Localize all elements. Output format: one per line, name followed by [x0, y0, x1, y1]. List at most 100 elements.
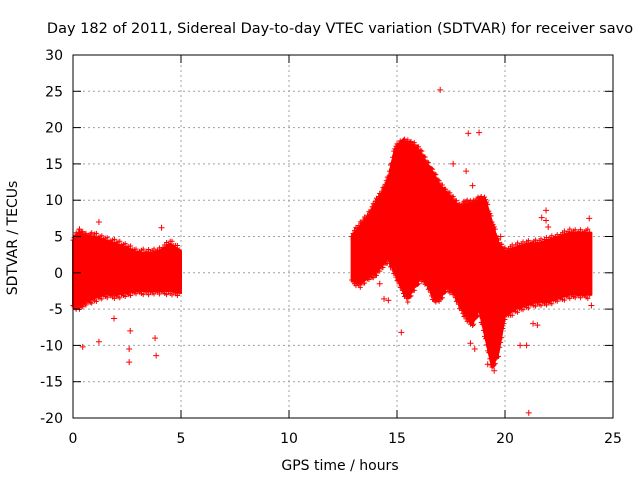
data-point-outlier: [484, 361, 491, 368]
data-point: [459, 307, 465, 313]
data-point-outlier: [153, 352, 160, 359]
data-point: [453, 298, 459, 304]
data-point-outlier: [538, 214, 545, 221]
data-point: [398, 284, 404, 290]
data-point-outlier: [517, 342, 524, 349]
data-point: [369, 274, 375, 280]
data-point: [164, 292, 170, 298]
data-point: [83, 230, 89, 236]
data-point: [392, 146, 398, 152]
x-axis-label: GPS time / hours: [281, 458, 398, 474]
data-point: [389, 160, 395, 166]
data-point: [442, 289, 448, 295]
data-point: [421, 154, 427, 160]
data-point: [390, 267, 396, 273]
data-point: [360, 217, 366, 223]
data-point: [490, 221, 496, 227]
data-point-outlier: [158, 224, 165, 231]
data-point: [488, 213, 494, 219]
data-point: [422, 154, 428, 160]
data-point: [426, 286, 432, 292]
data-point: [380, 184, 386, 190]
data-point: [80, 304, 86, 310]
y-tick-label: -5: [49, 302, 63, 318]
data-point-outlier: [79, 343, 86, 350]
data-point: [465, 316, 471, 322]
data-point: [572, 227, 578, 233]
data-point: [498, 339, 504, 345]
data-point: [538, 236, 544, 242]
data-point: [462, 201, 468, 207]
data-point: [554, 298, 560, 304]
data-point: [578, 295, 584, 301]
data-point: [388, 264, 394, 270]
data-point-outlier: [95, 218, 102, 225]
data-point-outlier: [111, 315, 118, 322]
data-point: [492, 361, 498, 367]
data-point: [117, 295, 123, 301]
data-point: [379, 188, 385, 194]
data-point: [79, 303, 85, 309]
data-point: [394, 278, 400, 284]
data-point: [451, 291, 457, 297]
data-point-outlier: [437, 86, 444, 93]
data-point: [357, 284, 363, 290]
y-tick-label: -15: [40, 375, 63, 391]
data-point: [169, 292, 175, 298]
data-point: [525, 305, 531, 311]
data-point-outlier: [465, 130, 472, 137]
data-point: [549, 233, 555, 239]
data-point: [89, 230, 95, 236]
axis-ticks: -20 -15 -10 -5 0 5 10 15 20 25 30 0 5 10 15 20 25: [40, 48, 622, 447]
data-point: [479, 321, 485, 327]
data-point-outlier: [463, 168, 470, 175]
grid: [73, 55, 613, 418]
data-point: [578, 227, 584, 233]
data-point: [436, 178, 442, 184]
data-point: [389, 263, 395, 269]
data-point: [525, 238, 531, 244]
y-tick-label: 25: [45, 84, 63, 100]
data-point: [481, 333, 487, 339]
data-point: [385, 174, 391, 180]
data-point: [497, 344, 503, 350]
data-point: [501, 246, 507, 252]
data-point: [476, 307, 482, 313]
data-point: [146, 292, 152, 298]
data-point: [146, 246, 152, 252]
data-point: [375, 197, 381, 203]
data-point-outlier: [586, 215, 593, 222]
data-point: [567, 226, 573, 232]
data-point: [458, 304, 464, 310]
data-point-outlier: [476, 129, 483, 136]
x-tick-label: 20: [496, 431, 514, 447]
data-point: [93, 298, 99, 304]
data-points: [70, 86, 595, 416]
data-point: [496, 237, 502, 243]
data-point: [151, 246, 157, 252]
data-point-outlier: [491, 367, 498, 374]
data-point-outlier: [588, 302, 595, 309]
data-point: [492, 226, 498, 232]
data-point: [493, 233, 499, 239]
data-point: [447, 190, 453, 196]
data-point: [371, 202, 377, 208]
data-point: [486, 208, 492, 214]
data-point: [450, 193, 456, 199]
data-point: [425, 286, 431, 292]
y-tick-label: -20: [40, 411, 63, 427]
data-point-outlier: [398, 329, 405, 336]
data-point: [128, 243, 134, 249]
data-point: [487, 356, 493, 362]
data-point: [499, 335, 505, 341]
data-point: [515, 309, 521, 315]
data-point: [408, 139, 414, 145]
x-tick-label: 0: [69, 431, 78, 447]
data-point: [83, 302, 89, 308]
y-axis-label: SDTVAR / TECUs: [5, 181, 21, 296]
data-point: [489, 219, 495, 225]
data-point-outlier: [152, 335, 159, 342]
data-point-outlier: [127, 327, 134, 334]
x-tick-label: 5: [177, 431, 186, 447]
